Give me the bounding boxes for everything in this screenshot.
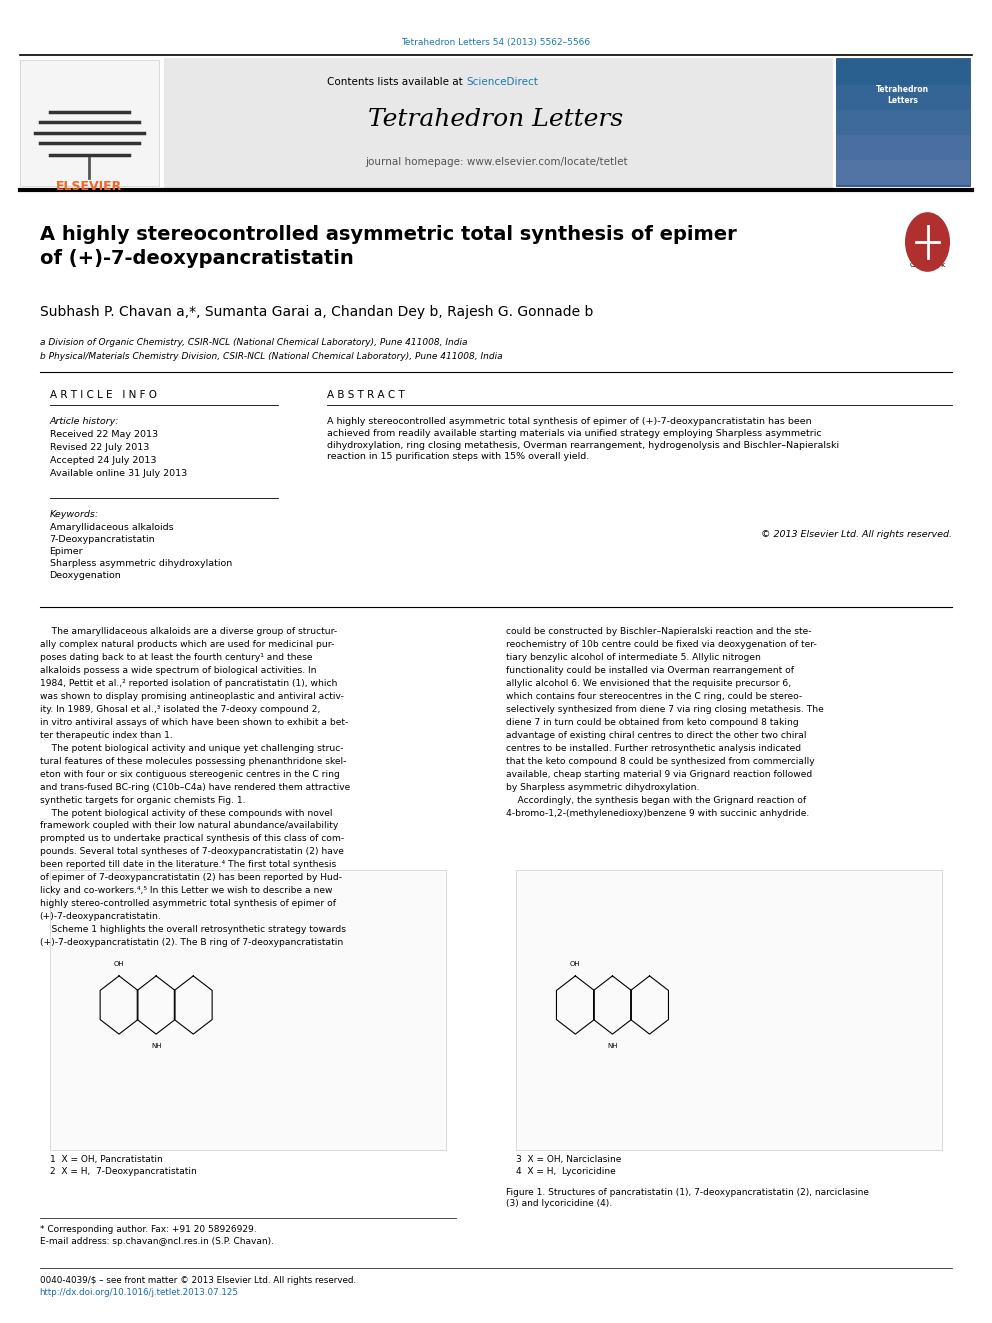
Bar (836, 60, 970, 85)
Text: prompted us to undertake practical synthesis of this class of com-: prompted us to undertake practical synth… (40, 835, 344, 844)
Text: OH: OH (570, 962, 580, 967)
Text: * Corresponding author. Fax: +91 20 58926929.: * Corresponding author. Fax: +91 20 5892… (40, 1225, 256, 1234)
Text: Tetrahedron Letters 54 (2013) 5562–5566: Tetrahedron Letters 54 (2013) 5562–5566 (402, 37, 590, 46)
Text: eton with four or six contiguous stereogenic centres in the C ring: eton with four or six contiguous stereog… (40, 770, 339, 779)
Text: Tetrahedron Letters: Tetrahedron Letters (368, 108, 624, 131)
Text: Article history:: Article history: (50, 417, 119, 426)
Text: Accordingly, the synthesis began with the Grignard reaction of: Accordingly, the synthesis began with th… (506, 795, 806, 804)
Text: licky and co-workers.⁴,⁵ In this Letter we wish to describe a new: licky and co-workers.⁴,⁵ In this Letter … (40, 886, 332, 896)
Text: 0040-4039/$ – see front matter © 2013 Elsevier Ltd. All rights reserved.: 0040-4039/$ – see front matter © 2013 El… (40, 1275, 356, 1285)
Text: 2  X = H,  7-Deoxypancratistatin: 2 X = H, 7-Deoxypancratistatin (50, 1167, 196, 1176)
Text: A R T I C L E   I N F O: A R T I C L E I N F O (50, 390, 157, 400)
Text: framework coupled with their low natural abundance/availability: framework coupled with their low natural… (40, 822, 338, 831)
Text: Revised 22 July 2013: Revised 22 July 2013 (50, 443, 149, 452)
Text: highly stereo-controlled asymmetric total synthesis of epimer of: highly stereo-controlled asymmetric tota… (40, 900, 335, 909)
Text: Keywords:: Keywords: (50, 509, 99, 519)
Bar (836, 58, 970, 187)
Text: 4  X = H,  Lycoricidine: 4 X = H, Lycoricidine (516, 1167, 616, 1176)
Text: Sharpless asymmetric dihydroxylation: Sharpless asymmetric dihydroxylation (50, 560, 232, 568)
Bar (836, 85, 970, 110)
Text: ScienceDirect: ScienceDirect (466, 77, 538, 87)
Text: reochemistry of 10b centre could be fixed via deoxygenation of ter-: reochemistry of 10b centre could be fixe… (506, 640, 816, 650)
Text: E-mail address: sp.chavan@ncl.res.in (S.P. Chavan).: E-mail address: sp.chavan@ncl.res.in (S.… (40, 1237, 274, 1246)
Text: (+)-7-deoxypancratistatin.: (+)-7-deoxypancratistatin. (40, 913, 162, 921)
Text: The amaryllidaceous alkaloids are a diverse group of structur-: The amaryllidaceous alkaloids are a dive… (40, 627, 337, 636)
Bar (836, 110, 970, 135)
Text: CrossMark: CrossMark (910, 262, 945, 269)
Text: Available online 31 July 2013: Available online 31 July 2013 (50, 468, 186, 478)
Text: ELSEVIER: ELSEVIER (57, 180, 122, 193)
Bar (836, 160, 970, 185)
Text: tiary benzylic alcohol of intermediate 5. Allylic nitrogen: tiary benzylic alcohol of intermediate 5… (506, 654, 761, 662)
Text: 3  X = OH, Narciclasine: 3 X = OH, Narciclasine (516, 1155, 621, 1164)
Text: allylic alcohol 6. We envisioned that the requisite precursor 6,: allylic alcohol 6. We envisioned that th… (506, 679, 791, 688)
Text: The potent biological activity and unique yet challenging struc-: The potent biological activity and uniqu… (40, 744, 343, 753)
Text: The potent biological activity of these compounds with novel: The potent biological activity of these … (40, 808, 332, 818)
Text: Received 22 May 2013: Received 22 May 2013 (50, 430, 158, 439)
Bar (164, 58, 833, 188)
Text: © 2013 Elsevier Ltd. All rights reserved.: © 2013 Elsevier Ltd. All rights reserved… (761, 531, 952, 538)
Bar (20, 60, 159, 187)
Text: 1  X = OH, Pancratistatin: 1 X = OH, Pancratistatin (50, 1155, 163, 1164)
Bar (836, 135, 970, 160)
Text: pounds. Several total syntheses of 7-deoxypancratistatin (2) have: pounds. Several total syntheses of 7-deo… (40, 848, 343, 856)
Text: ter therapeutic index than 1.: ter therapeutic index than 1. (40, 730, 173, 740)
Text: ally complex natural products which are used for medicinal pur-: ally complex natural products which are … (40, 640, 334, 650)
Text: and trans-fused BC-ring (C10b–C4a) have rendered them attractive: and trans-fused BC-ring (C10b–C4a) have … (40, 783, 350, 791)
Text: poses dating back to at least the fourth century¹ and these: poses dating back to at least the fourth… (40, 654, 312, 662)
Text: functionality could be installed via Overman rearrangement of: functionality could be installed via Ove… (506, 665, 794, 675)
Text: (3) and lycoricidine (4).: (3) and lycoricidine (4). (506, 1199, 612, 1208)
Text: Figure 1. Structures of pancratistatin (1), 7-deoxypancratistatin (2), narciclas: Figure 1. Structures of pancratistatin (… (506, 1188, 869, 1197)
Text: of epimer of 7-deoxypancratistatin (2) has been reported by Hud-: of epimer of 7-deoxypancratistatin (2) h… (40, 873, 341, 882)
Text: by Sharpless asymmetric dihydroxylation.: by Sharpless asymmetric dihydroxylation. (506, 783, 699, 791)
Text: A highly stereocontrolled asymmetric total synthesis of epimer
of (+)-7-deoxypan: A highly stereocontrolled asymmetric tot… (40, 225, 736, 269)
Text: Contents lists available at: Contents lists available at (327, 77, 466, 87)
Text: in vitro antiviral assays of which have been shown to exhibit a bet-: in vitro antiviral assays of which have … (40, 718, 348, 726)
Text: tural features of these molecules possessing phenanthridone skel-: tural features of these molecules posses… (40, 757, 346, 766)
Text: ity. In 1989, Ghosal et al.,³ isolated the 7-deoxy compound 2,: ity. In 1989, Ghosal et al.,³ isolated t… (40, 705, 320, 714)
Text: alkaloids possess a wide spectrum of biological activities. In: alkaloids possess a wide spectrum of bio… (40, 665, 316, 675)
Text: a Division of Organic Chemistry, CSIR-NCL (National Chemical Laboratory), Pune 4: a Division of Organic Chemistry, CSIR-NC… (40, 337, 467, 347)
Text: diene 7 in turn could be obtained from keto compound 8 taking: diene 7 in turn could be obtained from k… (506, 718, 799, 726)
Text: Accepted 24 July 2013: Accepted 24 July 2013 (50, 456, 156, 464)
Text: centres to be installed. Further retrosynthetic analysis indicated: centres to be installed. Further retrosy… (506, 744, 802, 753)
Text: A B S T R A C T: A B S T R A C T (327, 390, 405, 400)
Text: Epimer: Epimer (50, 546, 83, 556)
Text: advantage of existing chiral centres to direct the other two chiral: advantage of existing chiral centres to … (506, 730, 806, 740)
Text: (+)-7-deoxypancratistatin (2). The B ring of 7-deoxypancratistatin: (+)-7-deoxypancratistatin (2). The B rin… (40, 938, 343, 947)
Text: could be constructed by Bischler–Napieralski reaction and the ste-: could be constructed by Bischler–Napiera… (506, 627, 811, 636)
Text: NH: NH (151, 1043, 162, 1049)
Bar (50, 871, 446, 1150)
Text: journal homepage: www.elsevier.com/locate/tetlet: journal homepage: www.elsevier.com/locat… (365, 157, 627, 167)
Circle shape (906, 213, 949, 271)
Text: which contains four stereocentres in the C ring, could be stereo-: which contains four stereocentres in the… (506, 692, 803, 701)
Text: Tetrahedron
Letters: Tetrahedron Letters (876, 85, 930, 105)
Text: Amaryllidaceous alkaloids: Amaryllidaceous alkaloids (50, 523, 174, 532)
Text: was shown to display promising antineoplastic and antiviral activ-: was shown to display promising antineopl… (40, 692, 343, 701)
Text: synthetic targets for organic chemists Fig. 1.: synthetic targets for organic chemists F… (40, 795, 245, 804)
Text: Subhash P. Chavan a,*, Sumanta Garai a, Chandan Dey b, Rajesh G. Gonnade b: Subhash P. Chavan a,*, Sumanta Garai a, … (40, 306, 593, 319)
Text: A highly stereocontrolled asymmetric total synthesis of epimer of (+)-7-deoxypan: A highly stereocontrolled asymmetric tot… (327, 417, 839, 462)
Text: 7-Deoxypancratistatin: 7-Deoxypancratistatin (50, 534, 155, 544)
Text: Scheme 1 highlights the overall retrosynthetic strategy towards: Scheme 1 highlights the overall retrosyn… (40, 925, 345, 934)
Text: Deoxygenation: Deoxygenation (50, 572, 121, 579)
Text: been reported till date in the literature.⁴ The first total synthesis: been reported till date in the literatur… (40, 860, 336, 869)
Text: 4-bromo-1,2-(methylenedioxy)benzene 9 with succinic anhydride.: 4-bromo-1,2-(methylenedioxy)benzene 9 wi… (506, 808, 809, 818)
Text: available, cheap starting material 9 via Grignard reaction followed: available, cheap starting material 9 via… (506, 770, 812, 779)
Text: selectively synthesized from diene 7 via ring closing metathesis. The: selectively synthesized from diene 7 via… (506, 705, 823, 714)
Bar (516, 871, 942, 1150)
Text: http://dx.doi.org/10.1016/j.tetlet.2013.07.125: http://dx.doi.org/10.1016/j.tetlet.2013.… (40, 1289, 239, 1297)
Text: OH: OH (114, 962, 124, 967)
Text: NH: NH (607, 1043, 618, 1049)
Text: 1984, Pettit et al.,² reported isolation of pancratistatin (1), which: 1984, Pettit et al.,² reported isolation… (40, 679, 337, 688)
Text: b Physical/Materials Chemistry Division, CSIR-NCL (National Chemical Laboratory): b Physical/Materials Chemistry Division,… (40, 352, 502, 361)
Text: that the keto compound 8 could be synthesized from commercially: that the keto compound 8 could be synthe… (506, 757, 814, 766)
